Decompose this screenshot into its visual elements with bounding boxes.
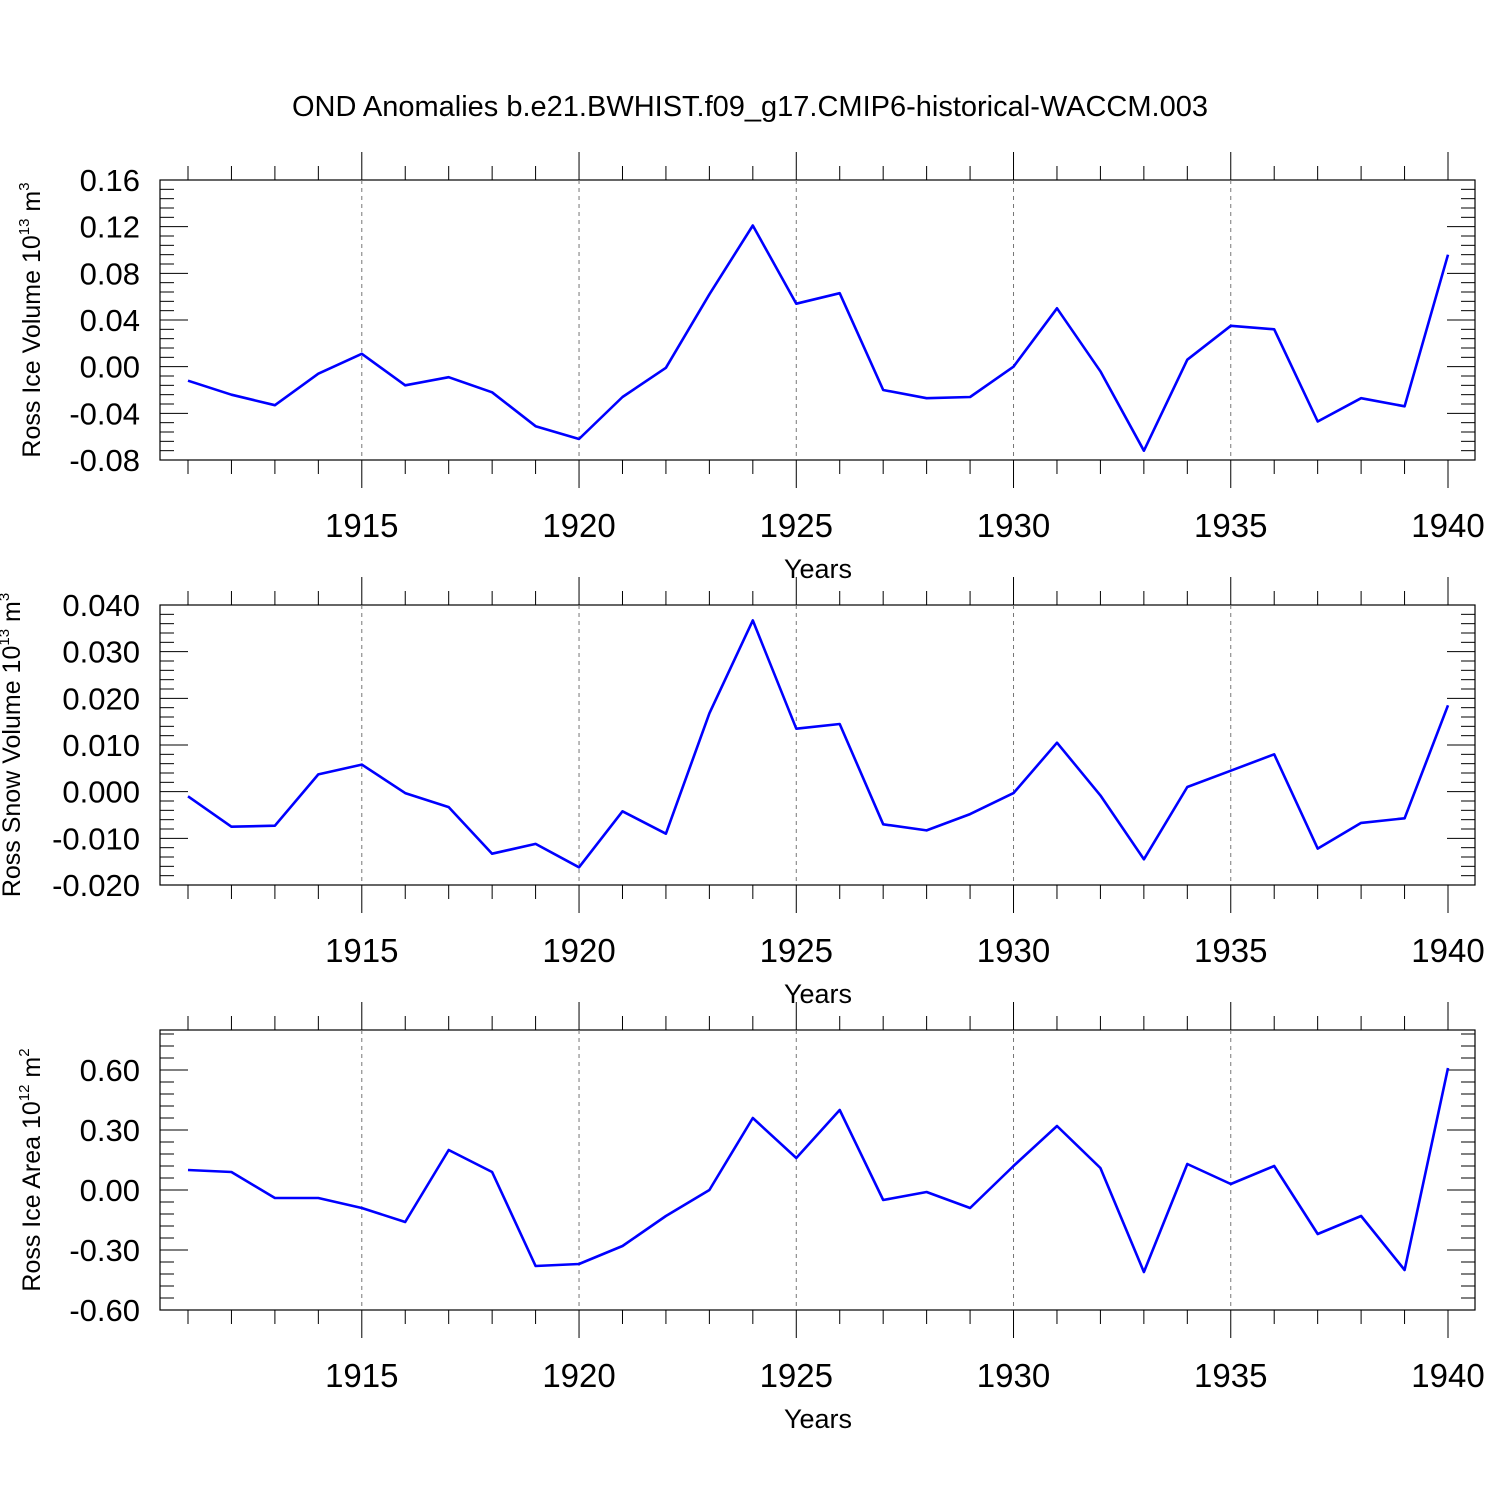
- x-tick-label: 1925: [760, 507, 833, 544]
- x-tick-label: 1935: [1194, 1357, 1267, 1394]
- x-tick-label: 1930: [977, 1357, 1050, 1394]
- y-tick-label: 0.04: [80, 303, 140, 338]
- x-tick-label: 1920: [542, 507, 615, 544]
- y-tick-label: -0.04: [69, 396, 140, 431]
- chart-title: OND Anomalies b.e21.BWHIST.f09_g17.CMIP6…: [292, 91, 1208, 123]
- y-tick-label: 0.16: [80, 163, 140, 198]
- x-tick-label: 1915: [325, 932, 398, 969]
- chart-panel-1: 1915 1920 1925 1930 1935 1940 Years 0.16 0.12 0.0…: [16, 152, 1485, 584]
- x-tick-label: 1940: [1411, 507, 1484, 544]
- y-axis-label-superscript: 13: [16, 219, 33, 236]
- y-axis-label: Ross Ice Area 1012 m2: [16, 1048, 46, 1291]
- y-axis-label-part: m: [18, 191, 46, 219]
- plot-frame: [159, 1029, 1476, 1311]
- y-tick-label: 0.30: [80, 1113, 140, 1148]
- x-tick-label: 1940: [1411, 1357, 1484, 1394]
- x-tick-label: 1915: [325, 507, 398, 544]
- y-tick-label: 0.00: [80, 1173, 140, 1208]
- y-axis-label-superscript: 12: [16, 1085, 33, 1102]
- plot-frame: [159, 179, 1476, 461]
- x-axis-label: Years: [784, 554, 852, 584]
- y-tick-label: -0.60: [69, 1293, 140, 1328]
- x-axis-label: Years: [784, 979, 852, 1009]
- y-axis-label: Ross Ice Volume 1013 m3: [16, 182, 46, 457]
- x-tick-label: 1920: [542, 1357, 615, 1394]
- y-tick-label: 0.040: [62, 588, 140, 623]
- y-tick-label: 0.030: [62, 635, 140, 670]
- series-line: [187, 619, 1450, 869]
- y-axis-label-part: Ross Snow Volume 10: [0, 646, 26, 898]
- x-tick-label: 1925: [760, 1357, 833, 1394]
- x-axis-label: Years: [784, 1404, 852, 1434]
- y-axis-label: Ross Snow Volume 1013 m3: [0, 593, 26, 897]
- y-axis-label-superscript: 2: [16, 1048, 33, 1056]
- x-tick-label: 1930: [977, 932, 1050, 969]
- plot-frame: [159, 604, 1476, 886]
- y-tick-label: -0.020: [52, 868, 140, 903]
- y-axis-label-superscript: 3: [16, 182, 33, 190]
- y-tick-label: 0.60: [80, 1053, 140, 1088]
- x-tick-label: 1930: [977, 507, 1050, 544]
- chart-panel-3: 1915 1920 1925 1930 1935 1940 Years 0.60 0.30 0.0…: [16, 1002, 1485, 1434]
- y-tick-label: 0.00: [80, 350, 140, 385]
- x-tick-label: 1935: [1194, 507, 1267, 544]
- panels: 1915 1920 1925 1930 1935 1940 Years 0.16 0.12 0.0…: [0, 152, 1485, 1434]
- y-axis-label-part: Ross Ice Volume 10: [18, 235, 46, 457]
- y-axis-label-superscript: 13: [0, 629, 13, 646]
- y-tick-label: -0.010: [52, 821, 140, 856]
- y-tick-label: 0.010: [62, 728, 140, 763]
- y-tick-label: 0.000: [62, 775, 140, 810]
- x-tick-label: 1925: [760, 932, 833, 969]
- chart-panel-2: 1915 1920 1925 1930 1935 1940 Years 0.040 0.030 0…: [0, 577, 1485, 1009]
- y-tick-label: -0.30: [69, 1233, 140, 1268]
- y-tick-label: 0.020: [62, 681, 140, 716]
- x-tick-label: 1935: [1194, 932, 1267, 969]
- y-axis-label-part: m: [18, 1057, 46, 1085]
- x-tick-label: 1920: [542, 932, 615, 969]
- y-tick-label: 0.12: [80, 210, 140, 245]
- y-tick-label: -0.08: [69, 443, 140, 478]
- series-line: [187, 224, 1450, 453]
- x-tick-label: 1940: [1411, 932, 1484, 969]
- y-tick-label: 0.08: [80, 256, 140, 291]
- x-tick-label: 1915: [325, 1357, 398, 1394]
- y-axis-label-part: Ross Ice Area 10: [18, 1101, 46, 1291]
- series-line: [187, 1067, 1450, 1274]
- y-axis-label-part: m: [0, 601, 26, 629]
- y-axis-label-superscript: 3: [0, 593, 13, 601]
